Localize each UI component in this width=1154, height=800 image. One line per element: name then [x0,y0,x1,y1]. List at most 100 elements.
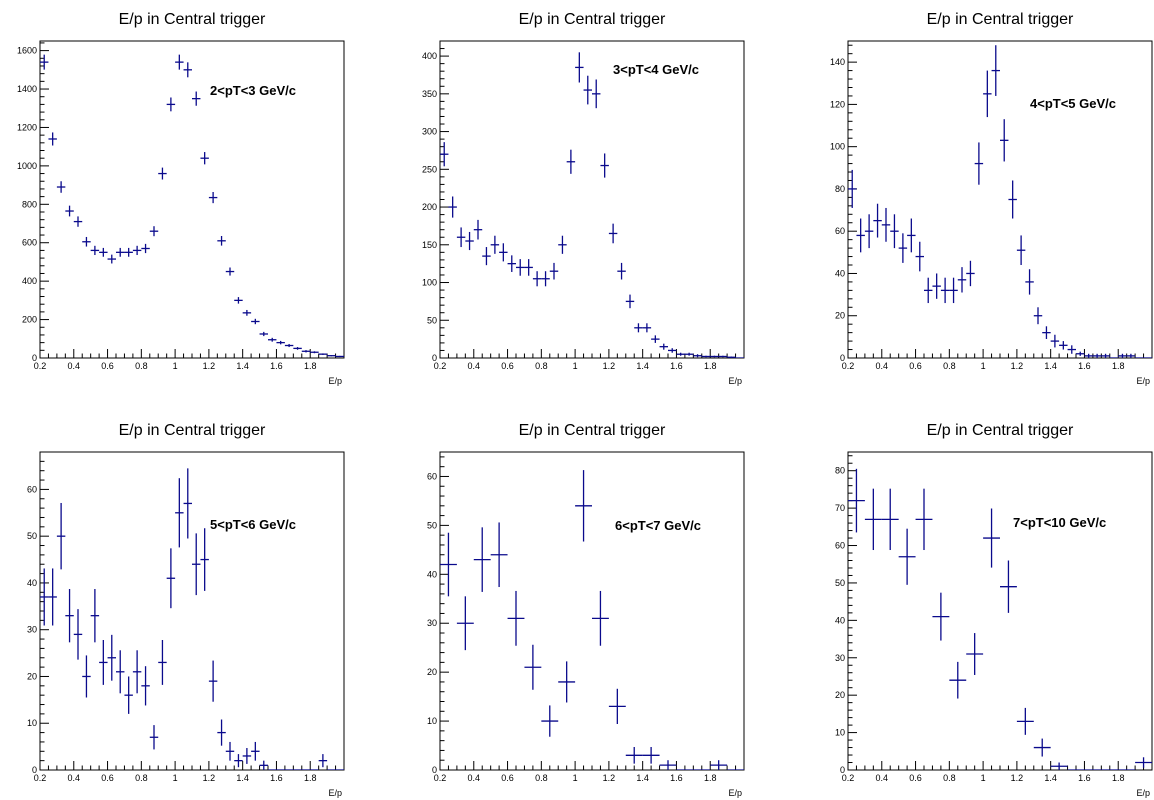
data-point [915,241,924,272]
x-tick-label: 1.6 [670,773,683,783]
x-tick-label: 1.6 [1078,361,1091,371]
pt-range-annotation: 3<pT<4 GeV/c [613,62,699,77]
data-point [668,348,677,353]
data-point [318,353,328,355]
x-tick-label: 1.2 [603,773,616,783]
plot-frame [847,40,1153,359]
data-point [983,70,992,118]
chart-panel-5: E/p in Central trigger 0.2 0.4 0.6 0.8 1 1.2 1.… [427,422,745,798]
y-tick-label: 60 [835,226,845,236]
chart-title: E/p in Central trigger [927,11,1074,28]
data-point [516,259,525,276]
x-tick-label: 1.2 [603,361,616,371]
pt-range-annotation: 2<pT<3 GeV/c [210,83,296,98]
data-point [166,97,176,112]
data-point [116,650,125,694]
y-tick-label: 0 [840,353,845,363]
data-point [1016,235,1026,266]
data-point [217,236,226,246]
x-tick-label: 1 [573,773,578,783]
data-point [56,181,66,193]
x-tick-label: 1.2 [203,773,216,783]
data-point [1050,762,1068,770]
x-tick-label: 0.8 [943,773,956,783]
data-point [116,247,125,257]
y-tick-label: 60 [427,471,437,481]
x-tick-label: 1.8 [704,361,717,371]
data-point [259,760,268,770]
data-point [1025,269,1034,295]
x-axis-label: E/p [328,788,342,798]
data-point [327,355,336,357]
chart-title: E/p in Central trigger [119,11,266,28]
x-tick-label: 0.4 [468,773,481,783]
data-point [48,132,57,146]
plot-frame [39,451,345,771]
data-point [124,247,133,257]
y-tick-label: 80 [835,184,845,194]
data-point [1135,757,1152,768]
data-point [48,568,57,626]
chart-panel-4: E/p in Central trigger 0.2 0.4 0.6 0.8 1 1.2 1.… [27,422,345,798]
x-tick-label: 0.2 [842,773,855,783]
data-point [40,54,49,70]
y-tick-label: 400 [22,276,37,286]
x-tick-label: 0.8 [135,361,148,371]
data-point [132,650,142,694]
data-point [1118,353,1127,358]
data-point [873,203,882,238]
data-point [592,79,601,109]
data-point [890,214,899,249]
y-tick-label: 100 [830,142,845,152]
y-tick-label: 400 [422,51,437,61]
x-tick-label: 1.4 [1044,361,1057,371]
data-point [659,343,668,350]
data-point [242,309,252,316]
data-point [132,245,142,256]
data-point [608,223,618,244]
y-tick-label: 1000 [17,161,37,171]
data-point [966,260,975,287]
data-point [276,340,285,345]
data-point [1076,351,1085,356]
chart-title: E/p in Central trigger [927,422,1074,439]
y-tick-label: 0 [432,765,437,775]
data-point [507,255,516,272]
x-tick-label: 1.4 [636,361,649,371]
data-point [907,218,916,253]
data-point [558,235,567,254]
data-point [473,527,491,592]
y-tick-label: 200 [422,202,437,212]
data-point [1008,180,1017,219]
data-point [532,271,542,287]
data-point [915,488,933,551]
x-tick-label: 0.8 [135,773,148,783]
data-point [1067,345,1076,354]
data-point [208,192,218,204]
y-tick-label: 40 [835,615,845,625]
y-tick-label: 40 [27,578,37,588]
data-point [932,592,950,641]
data-point [217,719,226,746]
data-point [608,688,626,725]
data-point [1042,326,1051,339]
data-point [107,634,116,681]
data-point [676,352,685,356]
data-point [991,45,1000,96]
x-tick-label: 0.2 [434,773,447,783]
data-point [225,741,235,761]
y-tick-label: 40 [427,569,437,579]
data-point [293,347,302,350]
data-point [940,277,950,304]
pt-range-annotation: 7<pT<10 GeV/c [1013,515,1106,530]
data-point [90,245,100,256]
x-tick-label: 1 [573,361,578,371]
plot-frame [39,40,345,359]
x-tick-label: 1 [173,361,178,371]
x-tick-label: 1.6 [270,773,283,783]
y-tick-label: 800 [22,199,37,209]
y-tick-label: 300 [422,127,437,137]
data-series [40,54,344,358]
data-point [440,142,449,167]
data-point [234,297,243,304]
